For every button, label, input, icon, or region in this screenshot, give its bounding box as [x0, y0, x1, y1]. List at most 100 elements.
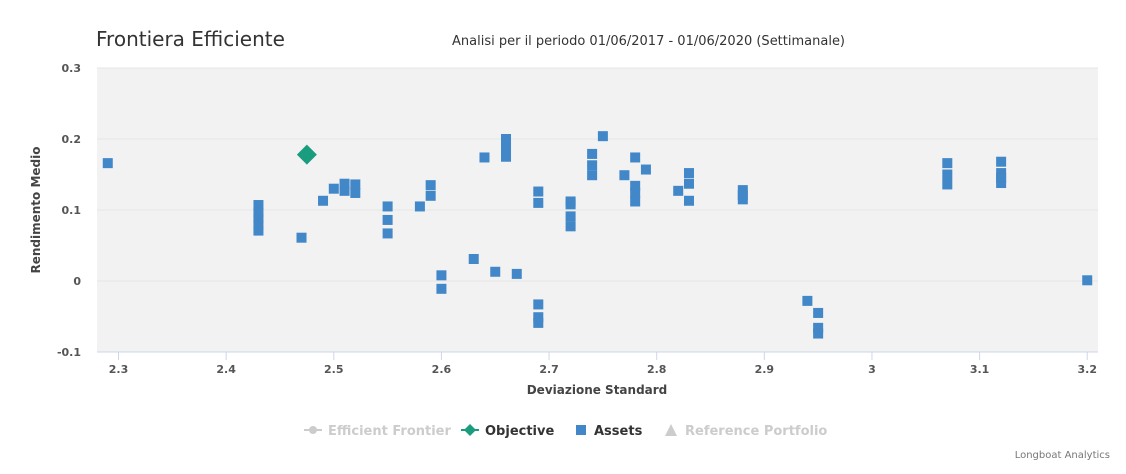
asset-point[interactable] [425, 190, 436, 201]
asset-point[interactable] [533, 312, 544, 323]
x-tick-label: 2.8 [647, 363, 667, 376]
asset-point[interactable] [996, 178, 1007, 189]
asset-point[interactable] [382, 201, 393, 212]
legend-item-reference-portfolio[interactable]: Reference Portfolio [665, 424, 827, 439]
asset-point[interactable] [565, 221, 576, 232]
asset-point[interactable] [683, 195, 694, 206]
circle-icon [309, 426, 317, 434]
asset-point[interactable] [587, 148, 598, 159]
asset-point[interactable] [436, 283, 447, 294]
x-tick-labels: 2.3 2.4 2.5 2.6 2.7 2.8 2.9 3 3.1 3.2 [109, 363, 1097, 376]
asset-point[interactable] [339, 178, 350, 189]
asset-point[interactable] [501, 151, 512, 162]
asset-point[interactable] [102, 158, 113, 169]
asset-point[interactable] [339, 185, 350, 196]
asset-point[interactable] [414, 201, 425, 212]
legend-item-assets[interactable]: Assets [576, 424, 643, 439]
asset-point[interactable] [253, 219, 264, 230]
data-points [102, 131, 1093, 339]
asset-point[interactable] [253, 200, 264, 211]
y-tick-label: 0.2 [62, 133, 82, 146]
asset-point[interactable] [942, 158, 953, 169]
legend-label-assets: Assets [594, 424, 643, 439]
asset-point[interactable] [683, 178, 694, 189]
asset-point[interactable] [640, 164, 651, 175]
legend-item-efficient-frontier[interactable]: Efficient Frontier [304, 424, 451, 439]
triangle-icon [665, 424, 677, 436]
x-tick-label: 2.3 [109, 363, 129, 376]
asset-point[interactable] [996, 156, 1007, 167]
asset-point[interactable] [737, 194, 748, 205]
asset-point[interactable] [813, 328, 824, 339]
y-tick-label: 0.1 [62, 204, 82, 217]
asset-point[interactable] [436, 270, 447, 281]
asset-point[interactable] [565, 199, 576, 210]
asset-point[interactable] [501, 134, 512, 144]
asset-point[interactable] [630, 152, 641, 163]
legend-label-objective: Objective [485, 424, 554, 439]
asset-point[interactable] [350, 179, 361, 190]
asset-point[interactable] [587, 170, 598, 181]
asset-point[interactable] [511, 268, 522, 279]
legend: Efficient Frontier Objective Assets Refe… [304, 424, 827, 439]
asset-point[interactable] [565, 211, 576, 222]
asset-point[interactable] [597, 131, 608, 142]
objective-point[interactable] [296, 144, 317, 165]
x-tick-label: 2.7 [539, 363, 559, 376]
asset-point[interactable] [490, 266, 501, 277]
chart-title: Frontiera Efficiente [96, 27, 285, 51]
asset-point[interactable] [587, 160, 598, 171]
asset-point[interactable] [533, 197, 544, 208]
asset-point[interactable] [253, 207, 264, 218]
chart-subtitle: Analisi per il periodo 01/06/2017 - 01/0… [452, 34, 846, 49]
asset-point[interactable] [683, 168, 694, 179]
asset-point[interactable] [673, 185, 684, 196]
asset-point[interactable] [942, 179, 953, 190]
asset-point[interactable] [350, 187, 361, 198]
legend-label-reference-portfolio: Reference Portfolio [685, 424, 827, 439]
asset-point[interactable] [630, 187, 641, 198]
asset-point[interactable] [942, 169, 953, 180]
x-tick-label: 3 [868, 363, 876, 376]
legend-item-objective[interactable]: Objective [461, 424, 554, 439]
asset-point[interactable] [813, 322, 824, 333]
x-tick-label: 3.2 [1077, 363, 1097, 376]
asset-point[interactable] [630, 196, 641, 207]
asset-point[interactable] [802, 295, 813, 306]
asset-point[interactable] [253, 213, 264, 224]
x-tick-label: 2.6 [432, 363, 452, 376]
asset-point[interactable] [425, 180, 436, 191]
asset-point[interactable] [813, 307, 824, 318]
asset-point[interactable] [318, 195, 329, 206]
x-axis-label: Deviazione Standard [527, 383, 668, 397]
axes [97, 351, 1098, 360]
x-tick-label: 2.4 [216, 363, 236, 376]
asset-point[interactable] [382, 228, 393, 239]
asset-point[interactable] [501, 140, 512, 151]
credits-link[interactable]: Longboat Analytics [1014, 450, 1110, 461]
asset-point[interactable] [630, 180, 641, 191]
asset-point[interactable] [533, 317, 544, 328]
x-tick-label: 3.1 [970, 363, 990, 376]
asset-point[interactable] [501, 146, 512, 157]
x-tick-label: 2.5 [324, 363, 344, 376]
asset-point[interactable] [382, 214, 393, 225]
asset-point[interactable] [253, 225, 264, 236]
y-tick-label: -0.1 [57, 346, 81, 359]
legend-label-efficient-frontier: Efficient Frontier [328, 424, 451, 439]
x-tick-label: 2.9 [755, 363, 775, 376]
asset-point[interactable] [533, 186, 544, 197]
asset-point[interactable] [533, 299, 544, 310]
diamond-icon [464, 424, 476, 436]
asset-point[interactable] [296, 232, 307, 243]
y-tick-label: 0 [73, 275, 81, 288]
square-icon [576, 425, 586, 435]
asset-point[interactable] [619, 170, 630, 181]
asset-point[interactable] [468, 253, 479, 264]
asset-point[interactable] [1082, 275, 1093, 286]
asset-point[interactable] [328, 183, 339, 194]
y-axis-label: Rendimento Medio [29, 147, 43, 274]
asset-point[interactable] [479, 152, 490, 163]
